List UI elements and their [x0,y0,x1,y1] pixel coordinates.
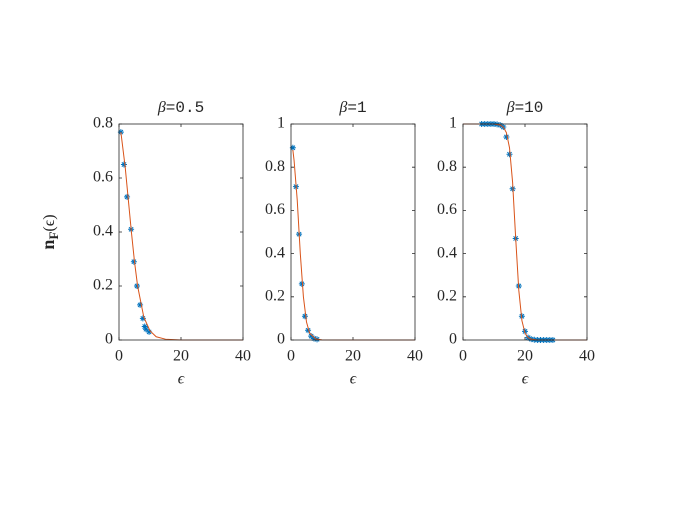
axes-box [462,123,588,341]
y-label-main: n [38,240,58,250]
data-point [120,161,127,168]
data-point [298,280,305,287]
y-tick-label: 1 [449,115,457,132]
fit-line [463,123,587,341]
y-tick-label: 0.4 [437,244,457,261]
y-tick-label: 0.4 [265,244,285,261]
chart-title: β=10 [506,99,544,118]
x-tick-label: 20 [345,348,361,365]
y-tick-label: 0.8 [265,158,285,175]
y-tick-label: 0.2 [93,277,113,294]
y-tick-label: 0.6 [437,201,457,218]
x-tick-label: 40 [579,348,595,365]
x-tick-label: 40 [407,348,423,365]
data-point [308,333,315,340]
y-tick-label: 0.6 [265,201,285,218]
y-tick-label: 1 [277,115,285,132]
title-value: =1 [347,99,366,117]
y-axis-label: nF(ϵ) [38,214,61,249]
axes-box [118,123,244,341]
data-point [506,151,513,158]
x-tick-label: 0 [287,348,295,365]
x-tick-label: 0 [115,348,123,365]
data-point [130,258,137,265]
data-point [142,326,149,333]
title-symbol: β [506,99,515,116]
axes-box [290,123,416,341]
y-label-sub: F [46,232,61,240]
y-tick-label: 0.2 [265,287,285,304]
chart-title: β=1 [338,99,366,118]
y-tick-label: 0.8 [93,115,113,132]
title-symbol: β [338,99,347,116]
data-point [301,313,308,320]
title-value: =10 [515,99,544,117]
x-tick-label: 20 [517,348,533,365]
data-point [305,327,312,334]
data-point [141,323,148,330]
data-point [310,335,317,342]
y-tick-label: 0.4 [93,223,113,240]
y-tick-label: 0 [277,331,285,348]
y-tick-label: 0.8 [437,158,457,175]
x-tick-label: 0 [459,348,467,365]
title-value: =0.5 [166,99,204,117]
x-tick-label: 20 [173,348,189,365]
y-tick-label: 0.6 [93,169,113,186]
x-axis-label: ϵ [350,371,357,388]
x-tick-label: 40 [235,348,251,365]
y-label-rest: (ϵ) [41,214,58,231]
x-axis-label: ϵ [178,371,185,388]
y-tick-label: 0 [105,331,113,348]
chart-title: β=0.5 [157,99,204,118]
x-axis-label: ϵ [522,371,529,388]
data-point [146,328,153,335]
title-symbol: β [157,99,166,116]
data-point [139,315,146,322]
data-point [124,193,131,200]
y-tick-label: 0 [449,331,457,348]
y-tick-label: 0.2 [437,287,457,304]
data-point [289,144,296,151]
data-point [503,133,510,140]
data-point [133,283,140,289]
data-point [137,301,144,308]
